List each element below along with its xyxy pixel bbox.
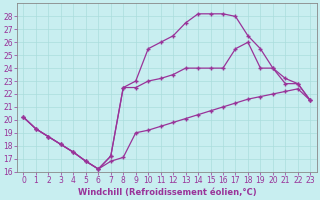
X-axis label: Windchill (Refroidissement éolien,°C): Windchill (Refroidissement éolien,°C) bbox=[77, 188, 256, 197]
